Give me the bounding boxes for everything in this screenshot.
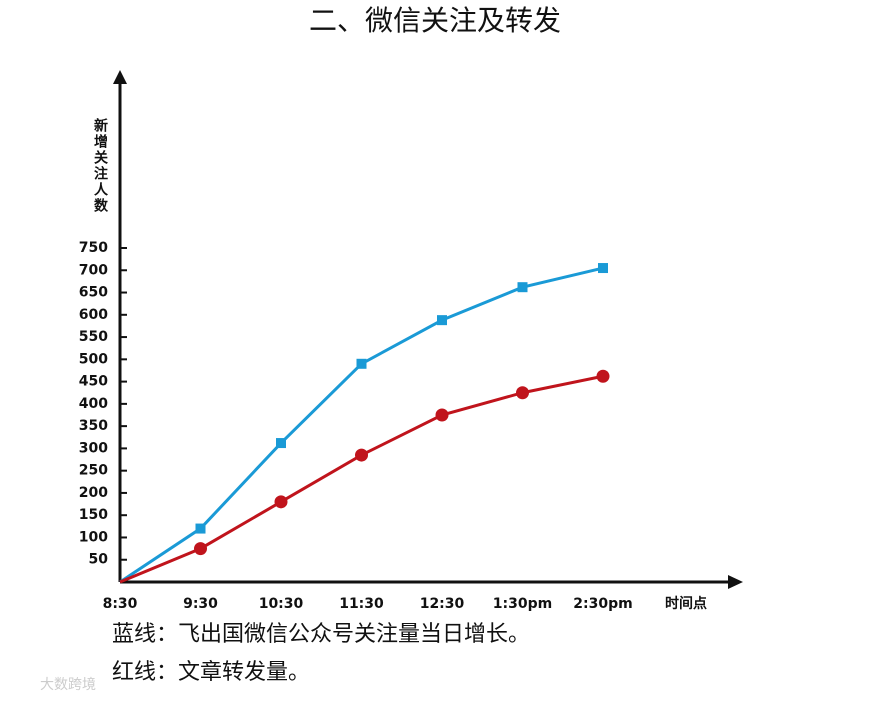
- point: [356, 358, 367, 369]
- x-tick-label: 10:30: [259, 596, 304, 612]
- y-tick-label: 750: [79, 240, 108, 256]
- y-tick-label: 300: [79, 440, 108, 456]
- x-tick-label: 12:30: [420, 596, 465, 612]
- point: [355, 448, 368, 462]
- point: [437, 315, 447, 326]
- note: 蓝线：飞出国微信公众号关注量当日增长。: [112, 622, 530, 647]
- y-tick-label: 650: [79, 285, 108, 301]
- point: [596, 369, 610, 383]
- y-tick-label: 500: [79, 351, 108, 367]
- x-tick-label: 1:30pm: [493, 596, 552, 612]
- y-tick-label: 600: [79, 307, 108, 323]
- y-tick-label: 450: [79, 374, 108, 390]
- x-tick-label: 11:30: [339, 596, 384, 612]
- y-tick-label: 550: [79, 329, 108, 345]
- y-tick-label: 200: [79, 485, 108, 501]
- x-axis-label: 时间点: [665, 595, 707, 612]
- chart-title: 二、微信关注及转发: [309, 4, 561, 37]
- y-tick-label: 400: [79, 396, 108, 412]
- point: [195, 523, 206, 534]
- series-line: [119, 374, 604, 584]
- y-tick-label: 100: [79, 529, 108, 545]
- x-tick-label: 2:30pm: [573, 596, 632, 612]
- point: [194, 542, 207, 556]
- point: [598, 263, 608, 274]
- note: 红线：文章转发量。: [112, 660, 310, 685]
- x-tick-label: 9:30: [183, 596, 218, 612]
- watermark: 大数跨境: [40, 677, 96, 693]
- y-axis-arrow: [113, 70, 127, 84]
- x-axis-arrow: [728, 575, 743, 589]
- y-tick-label: 350: [79, 418, 108, 434]
- x-tick-label: 8:30: [103, 596, 138, 612]
- y-tick-label: 50: [89, 552, 109, 568]
- y-tick-label: 250: [79, 463, 108, 479]
- point: [274, 495, 288, 509]
- point: [517, 282, 528, 293]
- point: [276, 438, 286, 449]
- point: [435, 408, 449, 422]
- y-axis-label: 新增关注人数: [92, 117, 108, 214]
- point: [516, 386, 529, 400]
- series-line: [119, 266, 604, 584]
- y-tick-label: 150: [79, 507, 108, 523]
- y-tick-label: 700: [79, 262, 108, 278]
